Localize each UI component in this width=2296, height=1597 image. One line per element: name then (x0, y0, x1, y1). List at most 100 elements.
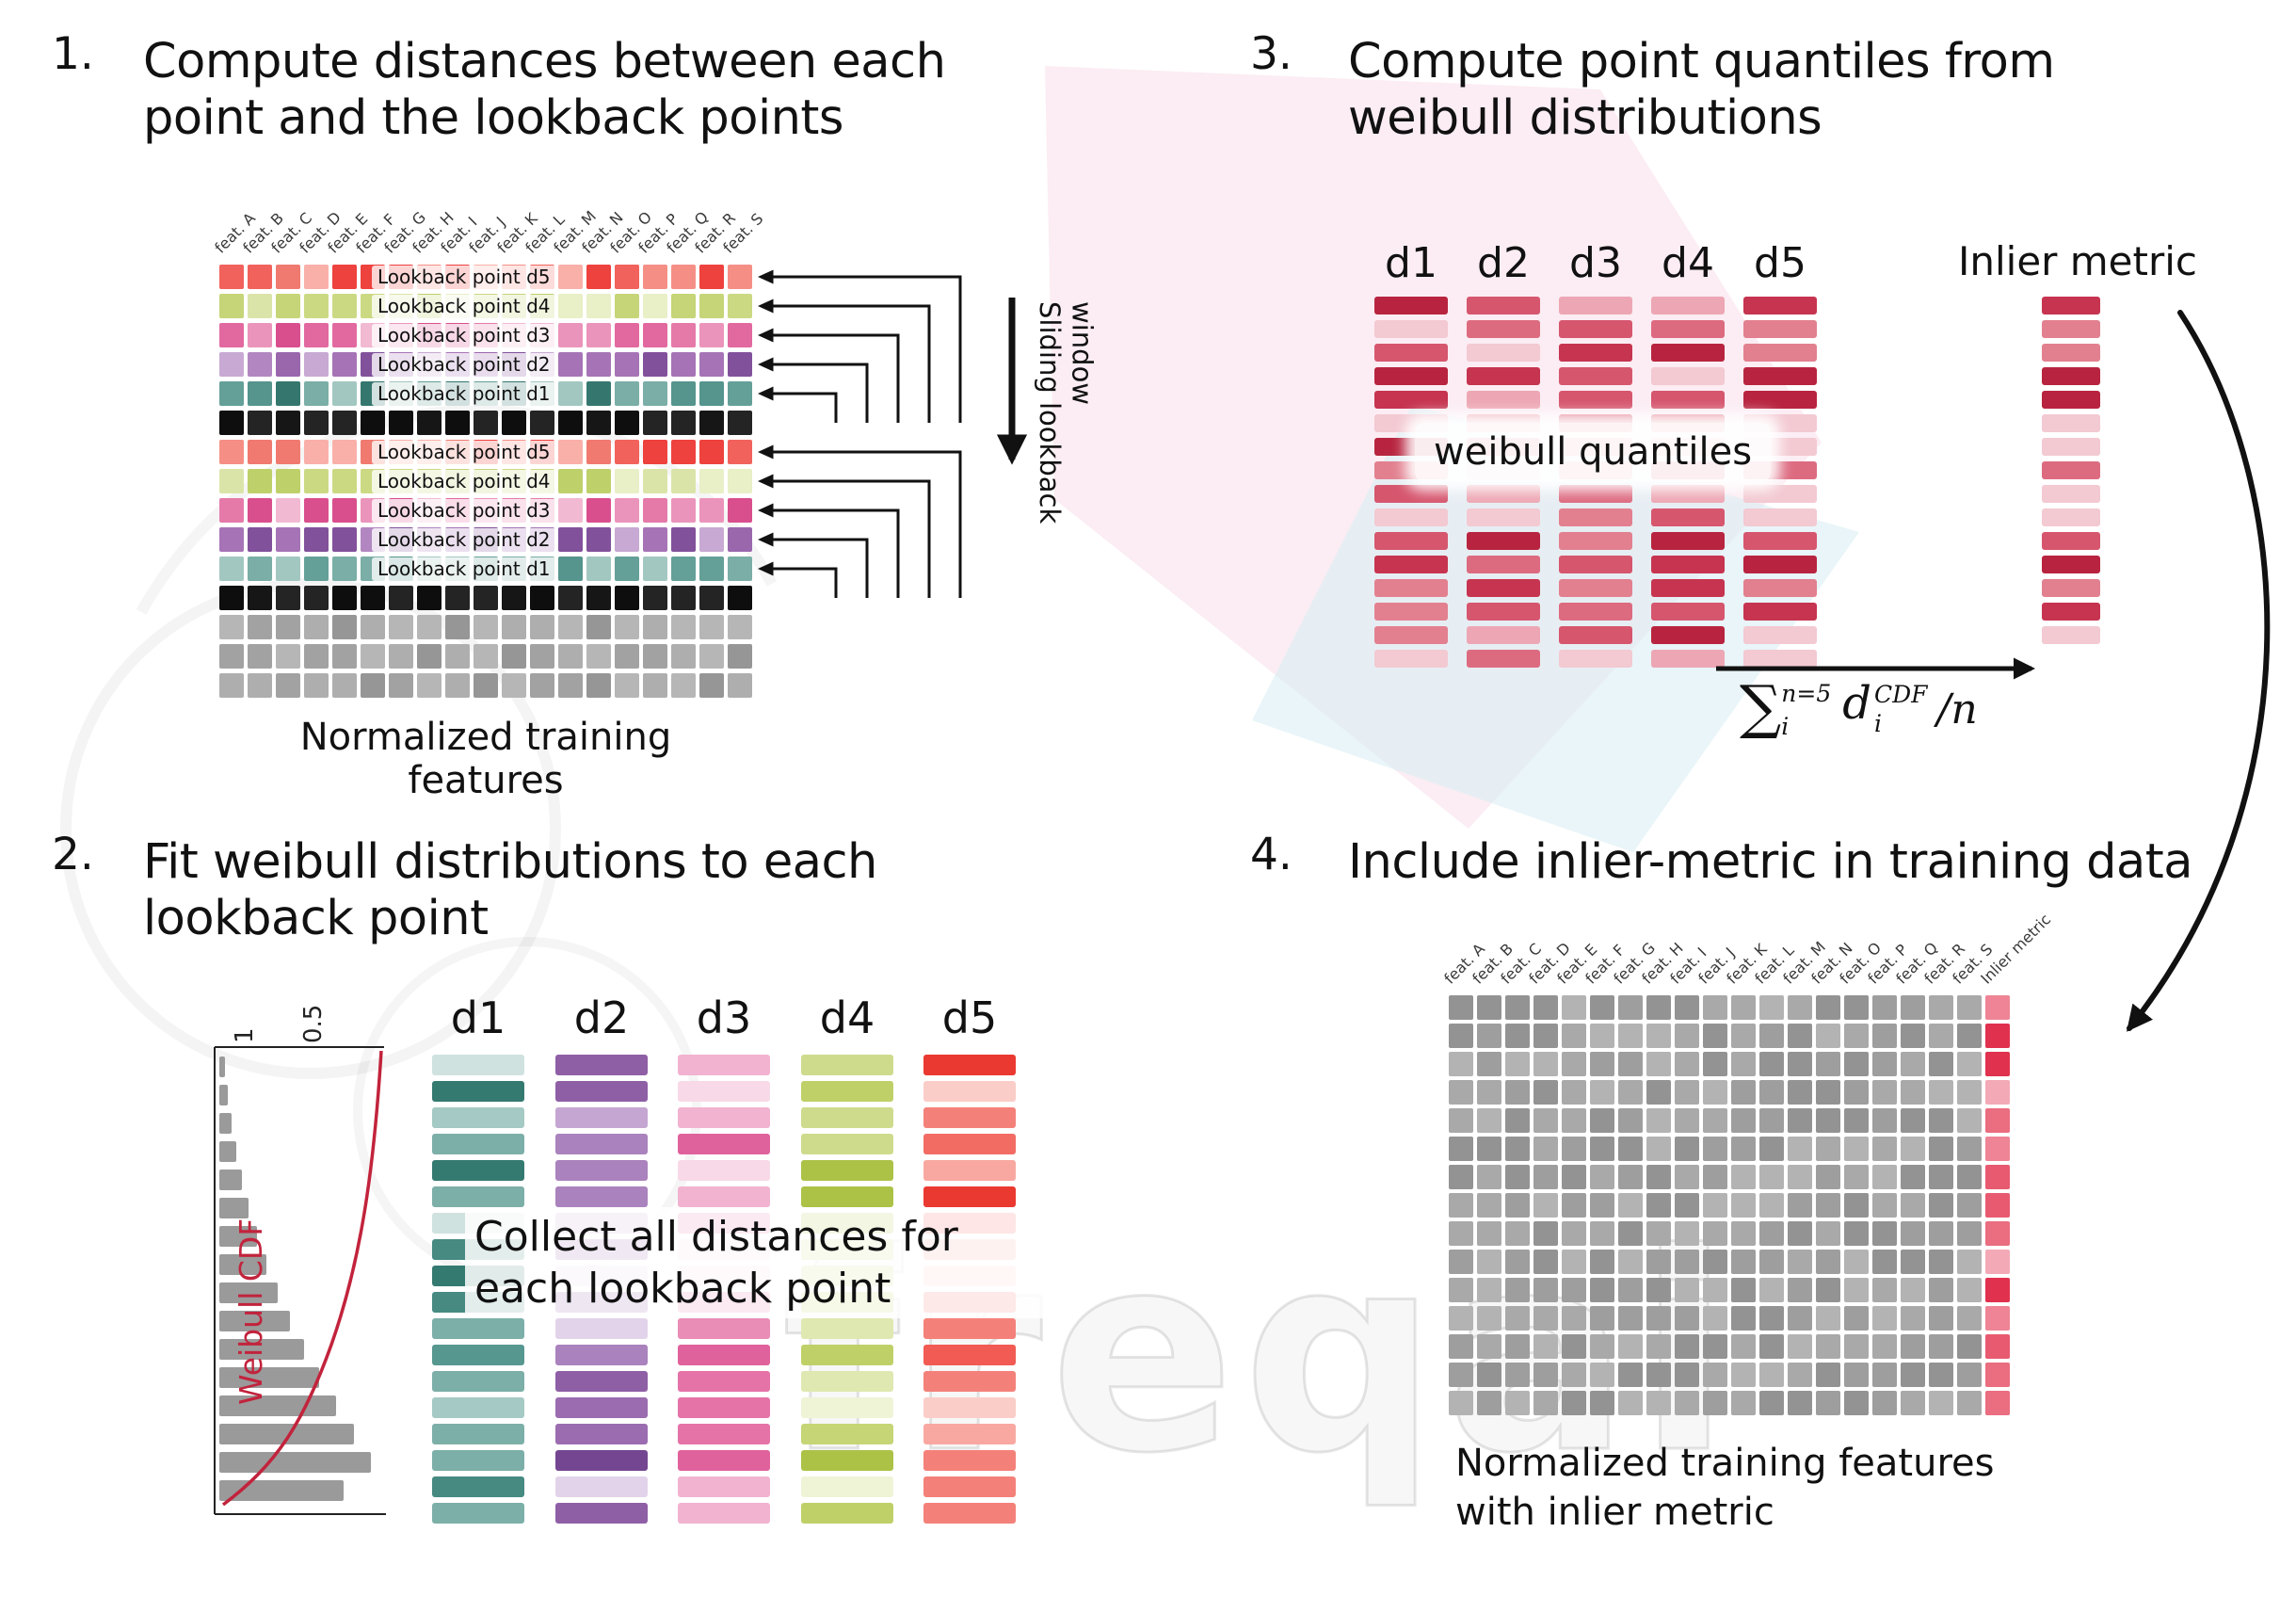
grid-cell (1646, 1137, 1671, 1161)
grid-cell (1533, 1080, 1558, 1105)
grid-cell (219, 527, 244, 552)
grid-cell (219, 586, 244, 610)
grid-cell (502, 294, 526, 318)
inlier-metric-bar (2042, 626, 2100, 644)
grid-cell (1646, 1221, 1671, 1246)
grid-cell (1477, 1193, 1501, 1218)
column-header-d3: d3 (1569, 239, 1622, 287)
feature-label: feat. J (465, 213, 509, 257)
column-header-d3: d3 (696, 992, 752, 1043)
grid-cell (1731, 1363, 1756, 1387)
grid-cell (586, 469, 611, 493)
distance-bar (678, 1186, 770, 1207)
grid-cell (1590, 1334, 1614, 1359)
grid-cell (1477, 1165, 1501, 1189)
grid-cell (1618, 1108, 1643, 1133)
grid-cell (248, 294, 272, 318)
grid-cell (1477, 1221, 1501, 1246)
grid-cell (699, 527, 724, 552)
grid-cell (276, 615, 300, 639)
distance-bar (678, 1450, 770, 1471)
grid-cell (1816, 1250, 1840, 1274)
grid-cell (361, 469, 385, 493)
quantile-bar (1374, 508, 1448, 526)
grid-cell (1533, 1306, 1558, 1331)
grid-cell (615, 557, 639, 581)
grid-cell (361, 323, 385, 347)
grid-cell (1477, 1363, 1501, 1387)
grid-cell (1562, 1024, 1586, 1048)
grid-cell (1816, 1165, 1840, 1189)
grid-cell (502, 615, 526, 639)
distance-bar (432, 1345, 524, 1365)
quantile-bar (1374, 320, 1448, 338)
grid-cell (1901, 1165, 1925, 1189)
grid-cell (1901, 1052, 1925, 1076)
grid-cell (1759, 995, 1784, 1020)
grid-cell (1929, 1221, 1953, 1246)
grid-cell (671, 323, 696, 347)
grid-cell (558, 469, 583, 493)
grid-cell (1618, 1052, 1643, 1076)
grid-cell (276, 557, 300, 581)
grid-cell (1872, 1334, 1897, 1359)
step-4-number: 4. (1250, 829, 1293, 880)
grid-cell (1985, 1080, 2010, 1105)
grid-cell (219, 673, 244, 698)
distance-bar (555, 1397, 648, 1418)
distance-subscript: i (1873, 710, 1882, 737)
grid-cell (615, 323, 639, 347)
quantile-bar (1651, 297, 1725, 315)
feature-label: feat. F (352, 210, 399, 257)
grid-cell (643, 294, 667, 318)
grid-cell (417, 557, 442, 581)
grid-cell (586, 527, 611, 552)
grid-cell (699, 323, 724, 347)
grid-cell (699, 411, 724, 435)
column-header-d1: d1 (1385, 239, 1437, 287)
grid-cell (1449, 1137, 1473, 1161)
quantile-bar (1743, 344, 1817, 362)
grid-cell (1562, 1221, 1586, 1246)
grid-cell (643, 498, 667, 523)
quantile-bar (1743, 391, 1817, 409)
grid-cell (1590, 1250, 1614, 1274)
distance-bar (923, 1134, 1016, 1154)
grid-cell (1590, 1052, 1614, 1076)
grid-cell (1957, 1080, 1982, 1105)
grid-cell (1872, 1306, 1897, 1331)
grid-cell (643, 381, 667, 406)
feature-label: feat. S (1949, 940, 1997, 988)
grid-cell (1675, 1165, 1699, 1189)
grid-cell (417, 615, 442, 639)
grid-cell (502, 527, 526, 552)
quantile-bar (1467, 532, 1540, 550)
grid-cell (1957, 1363, 1982, 1387)
feature-label: feat. H (1638, 939, 1687, 988)
grid-cell (1816, 1334, 1840, 1359)
grid-cell (304, 469, 329, 493)
grid-cell (671, 352, 696, 377)
grid-cell (1562, 1250, 1586, 1274)
grid-cell (1985, 1137, 2010, 1161)
grid-cell (1505, 1193, 1530, 1218)
grid-cell (699, 440, 724, 464)
grid-cell (1901, 1137, 1925, 1161)
grid-cell (1590, 1137, 1614, 1161)
grid-cell (1675, 1193, 1699, 1218)
quantile-bar (1743, 556, 1817, 573)
distance-bar (678, 1107, 770, 1128)
distance-bar (555, 1186, 648, 1207)
quantile-bar (1374, 626, 1448, 644)
hist-bar (219, 1480, 344, 1501)
grid-cell (1731, 1391, 1756, 1415)
quantile-bar (1559, 626, 1632, 644)
step-2-title: Fit weibull distributions to each lookba… (143, 834, 877, 946)
quantile-bar (1559, 603, 1632, 621)
axis-tick-label: 1 (231, 1027, 259, 1043)
quantile-bar (1743, 320, 1817, 338)
grid-cell (474, 615, 498, 639)
quantile-bar (1559, 391, 1632, 409)
grid-cell (558, 586, 583, 610)
grid-cell (389, 586, 413, 610)
